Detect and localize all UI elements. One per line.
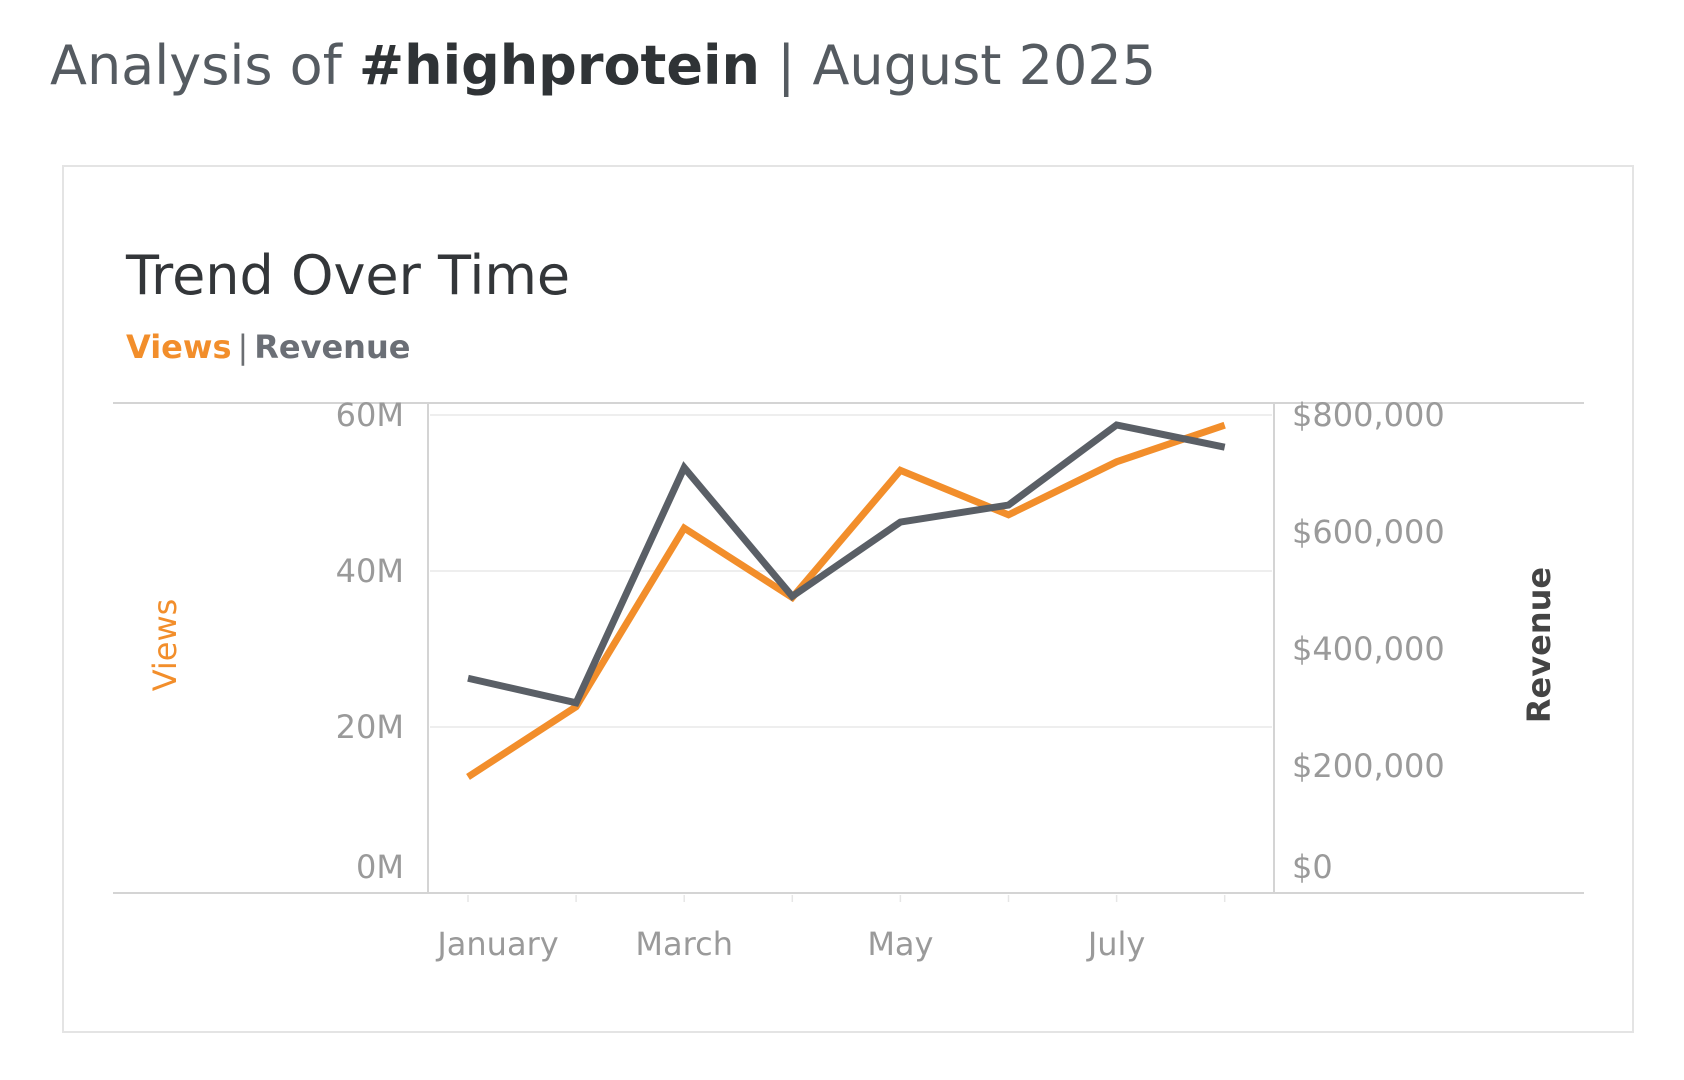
x-tick-label: January	[435, 925, 558, 963]
left-tick-label: 20M	[336, 708, 404, 746]
x-axis-ticks: January March May July	[435, 895, 1226, 963]
left-axis-label: Views	[146, 599, 184, 692]
left-tick-label: 60M	[336, 396, 404, 434]
left-tick-label: 40M	[336, 552, 404, 590]
title-prefix: Analysis of	[50, 34, 359, 97]
revenue-line[interactable]	[467, 421, 1226, 707]
gridlines	[430, 414, 1272, 728]
right-axis-label: Revenue	[1520, 567, 1558, 723]
title-period: August 2025	[812, 34, 1157, 97]
left-axis-ticks: 0M 20M 40M 60M	[336, 396, 404, 886]
title-hashtag: #highprotein	[358, 34, 760, 97]
right-tick-label: $200,000	[1292, 747, 1445, 785]
x-tick-label: March	[635, 925, 733, 963]
right-tick-label: $800,000	[1292, 396, 1445, 434]
right-tick-label: $600,000	[1292, 513, 1445, 551]
chart-legend: Views | Revenue	[126, 328, 410, 366]
left-tick-label: 0M	[356, 848, 404, 886]
page-title: Analysis of #highprotein | August 2025	[50, 34, 1156, 97]
legend-separator: |	[237, 328, 249, 366]
legend-revenue[interactable]: Revenue	[254, 328, 411, 366]
chart-card	[62, 165, 1634, 1033]
views-line[interactable]	[466, 421, 1226, 780]
x-tick-label: July	[1086, 925, 1146, 963]
right-axis-ticks: $0 $200,000 $400,000 $600,000 $800,000	[1292, 396, 1445, 886]
x-tick-label: May	[867, 925, 933, 963]
right-tick-label: $0	[1292, 848, 1333, 886]
legend-views[interactable]: Views	[126, 328, 232, 366]
chart-title: Trend Over Time	[126, 244, 571, 307]
right-tick-label: $400,000	[1292, 630, 1445, 668]
title-separator: |	[759, 34, 813, 97]
